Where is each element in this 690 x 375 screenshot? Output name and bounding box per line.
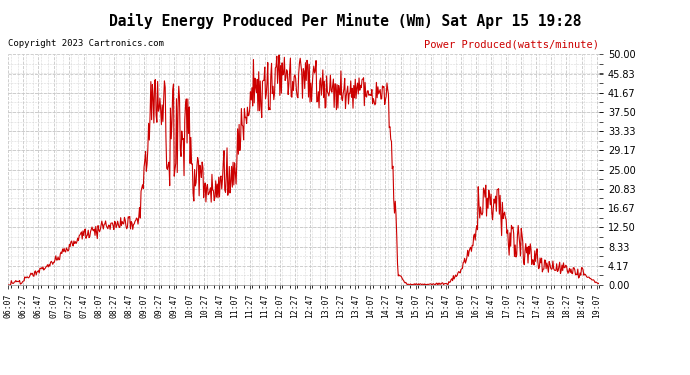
Text: Daily Energy Produced Per Minute (Wm) Sat Apr 15 19:28: Daily Energy Produced Per Minute (Wm) Sa… [109,13,581,29]
Text: Copyright 2023 Cartronics.com: Copyright 2023 Cartronics.com [8,39,164,48]
Text: Power Produced(watts/minute): Power Produced(watts/minute) [424,39,599,50]
